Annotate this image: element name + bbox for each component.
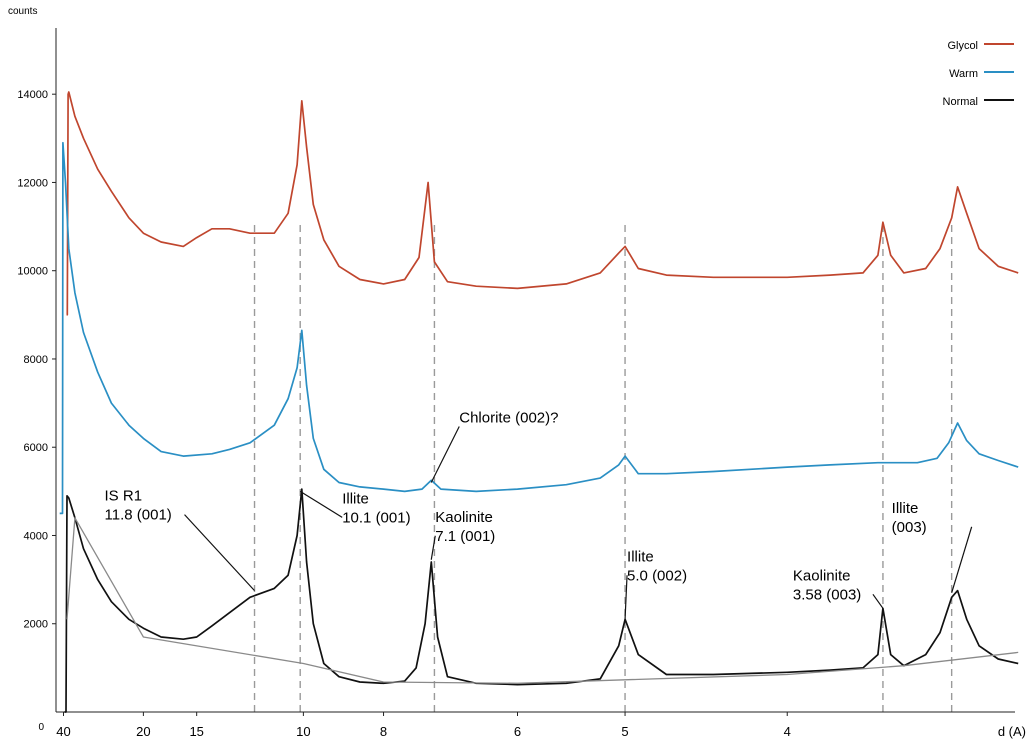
- legend-label: Glycol: [947, 40, 978, 52]
- y-tick-label: 6000: [24, 442, 48, 454]
- series-line-normal: [64, 488, 1019, 713]
- annotation-leader: [951, 526, 973, 594]
- legend-label: Warm: [949, 68, 978, 80]
- annotation-text: 7.1 (001): [435, 528, 495, 545]
- x-tick-label: 40: [56, 724, 70, 739]
- series-line-glycol: [66, 91, 1019, 316]
- x-tick-label: 8: [380, 724, 387, 739]
- x-tick-label: 5: [621, 724, 628, 739]
- annotation-text: Kaolinite: [435, 509, 493, 526]
- annotation-text: 10.1 (001): [342, 509, 410, 526]
- annotation-text: Illite: [892, 500, 919, 517]
- annotation-text: IS R1: [105, 488, 143, 505]
- x-axis-title: d (A): [998, 724, 1026, 739]
- x-tick-label: 20: [136, 724, 150, 739]
- annotation-text: 3.58 (003): [793, 586, 861, 603]
- y-tick-label: 12000: [17, 177, 48, 189]
- annotation-text: 11.8 (001): [105, 507, 172, 524]
- x-tick-label: 10: [296, 724, 310, 739]
- annotation-text: Illite: [342, 490, 369, 507]
- annotation-leader: [624, 575, 628, 620]
- background-line: [66, 517, 1019, 684]
- annotation-leader: [299, 490, 343, 518]
- annotation-text: Illite: [627, 548, 654, 565]
- annotation-text: 5.0 (002): [627, 567, 687, 584]
- y-tick-label: 2000: [24, 619, 48, 631]
- annotation-leader: [872, 593, 884, 609]
- y-origin-label: 0: [38, 722, 44, 733]
- x-tick-label: 6: [514, 724, 521, 739]
- annotation-leader: [184, 514, 255, 592]
- series-layer: [59, 91, 1019, 713]
- annotation-leader: [430, 535, 436, 560]
- y-tick-label: 8000: [24, 354, 48, 366]
- x-tick-label: 15: [189, 724, 203, 739]
- annotations-layer: IS R1 11.8 (001) Illite 10.1 (001) Kaolinite…: [105, 410, 973, 620]
- x-tick-label: 4: [784, 724, 791, 739]
- annotation-text: Kaolinite: [793, 567, 851, 584]
- y-axis-title: counts: [8, 6, 37, 17]
- annotation-text: (003): [892, 519, 927, 536]
- y-tick-label: 4000: [24, 530, 48, 542]
- y-tick-label: 10000: [17, 266, 48, 278]
- y-tick-label: 14000: [17, 89, 48, 101]
- reference-lines: [253, 220, 953, 712]
- legend: Glycol Warm Normal: [943, 40, 1014, 108]
- annotation-text: Chlorite (002)?: [459, 410, 558, 427]
- axes: 2000 4000 6000 8000 10000 12000 14000 0 counts 40…: [8, 6, 1026, 739]
- annotation-leader: [430, 426, 460, 483]
- legend-label: Normal: [943, 96, 978, 108]
- series-line-warm: [59, 141, 1019, 515]
